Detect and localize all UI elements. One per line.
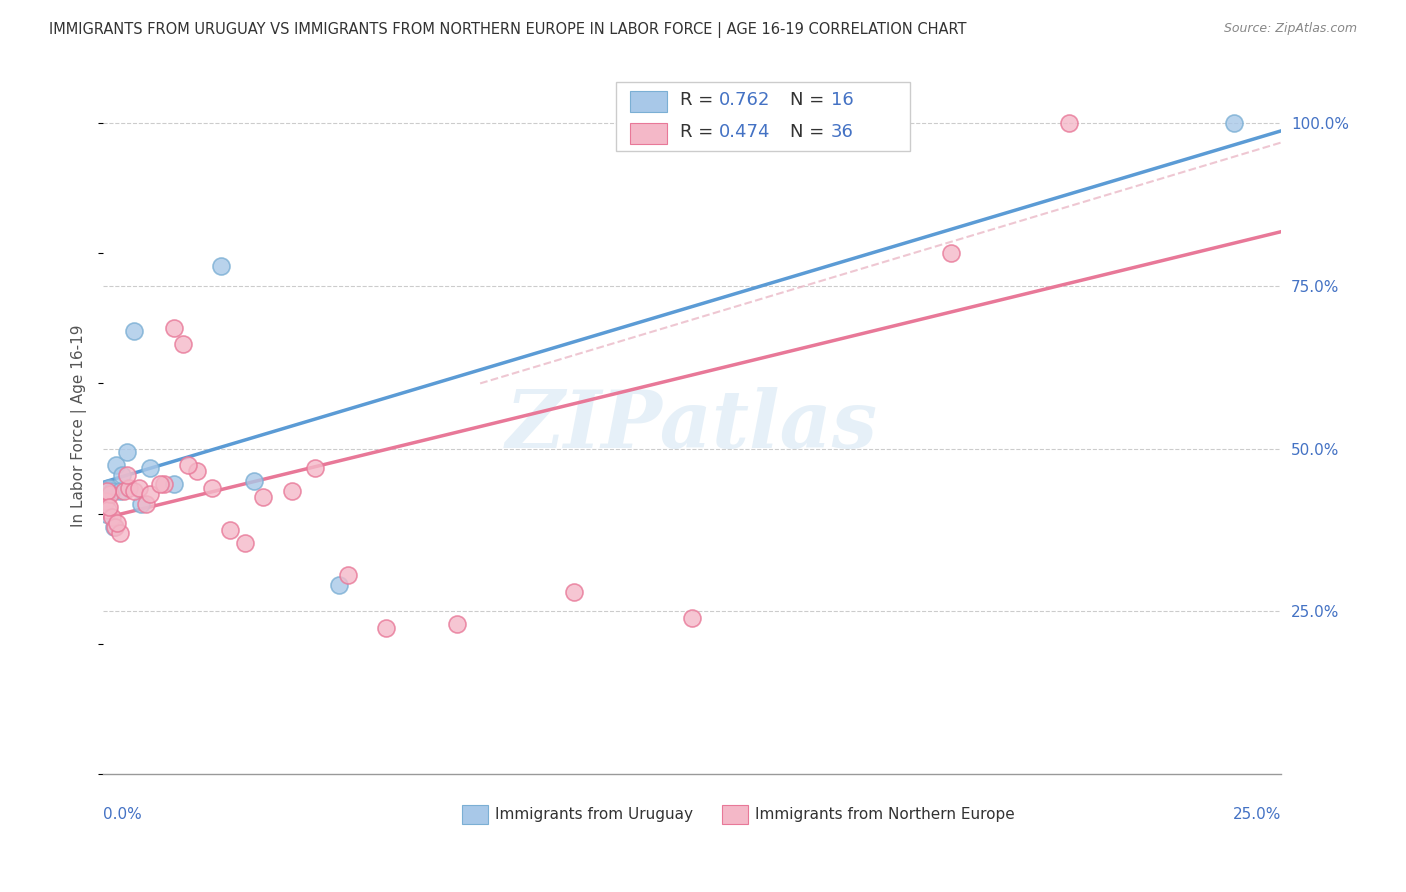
Text: 36: 36 — [831, 123, 853, 142]
Point — [681, 611, 703, 625]
Point — [108, 526, 131, 541]
Point — [108, 483, 131, 498]
Point — [98, 487, 121, 501]
Point — [128, 481, 150, 495]
Text: ZIPatlas: ZIPatlas — [506, 387, 879, 465]
Point — [118, 481, 141, 495]
Point — [564, 584, 586, 599]
Point — [446, 617, 468, 632]
Point — [328, 578, 350, 592]
FancyBboxPatch shape — [721, 805, 748, 824]
Text: Immigrants from Northern Europe: Immigrants from Northern Europe — [755, 807, 1014, 822]
Point — [111, 467, 134, 482]
Text: 0.474: 0.474 — [720, 123, 770, 142]
Point — [100, 483, 122, 498]
Point — [100, 509, 122, 524]
Point — [135, 497, 157, 511]
Point — [115, 444, 138, 458]
Text: IMMIGRANTS FROM URUGUAY VS IMMIGRANTS FROM NORTHERN EUROPE IN LABOR FORCE | AGE : IMMIGRANTS FROM URUGUAY VS IMMIGRANTS FR… — [49, 22, 967, 38]
Point — [153, 477, 176, 491]
Y-axis label: In Labor Force | Age 16-19: In Labor Force | Age 16-19 — [72, 325, 87, 527]
Point — [177, 458, 200, 472]
Point — [115, 467, 138, 482]
Point — [252, 491, 274, 505]
Point — [129, 497, 152, 511]
Point — [337, 568, 360, 582]
Point — [1223, 116, 1246, 130]
Point — [799, 116, 821, 130]
Point — [94, 493, 117, 508]
Point — [139, 487, 162, 501]
Text: 25.0%: 25.0% — [1233, 806, 1281, 822]
Point — [97, 503, 120, 517]
Point — [163, 321, 186, 335]
Text: 16: 16 — [831, 91, 853, 110]
Point — [304, 461, 326, 475]
Point — [1057, 116, 1080, 130]
Point — [163, 477, 186, 491]
Point — [94, 507, 117, 521]
Text: Source: ZipAtlas.com: Source: ZipAtlas.com — [1223, 22, 1357, 36]
Point — [122, 483, 145, 498]
Point — [243, 474, 266, 488]
Point — [374, 621, 396, 635]
FancyBboxPatch shape — [616, 82, 910, 151]
Point — [104, 519, 127, 533]
Point — [941, 246, 963, 260]
Text: 0.762: 0.762 — [720, 91, 770, 110]
Point — [172, 337, 194, 351]
Point — [97, 500, 120, 515]
Point — [186, 464, 208, 478]
FancyBboxPatch shape — [463, 805, 488, 824]
Point — [233, 536, 256, 550]
Point — [103, 519, 125, 533]
Text: 0.0%: 0.0% — [103, 806, 142, 822]
FancyBboxPatch shape — [630, 91, 668, 112]
Point — [139, 461, 162, 475]
FancyBboxPatch shape — [630, 123, 668, 144]
Point — [219, 523, 242, 537]
Text: R =: R = — [681, 91, 714, 110]
Text: N =: N = — [790, 123, 824, 142]
Point — [209, 259, 232, 273]
Point — [200, 481, 222, 495]
Text: R =: R = — [681, 123, 714, 142]
Point — [105, 458, 128, 472]
Point — [96, 483, 118, 498]
Point — [122, 324, 145, 338]
Point — [105, 516, 128, 531]
Text: N =: N = — [790, 91, 824, 110]
Point — [97, 481, 120, 495]
Point — [149, 477, 172, 491]
Point — [280, 483, 302, 498]
Point — [112, 483, 135, 498]
Text: Immigrants from Uruguay: Immigrants from Uruguay — [495, 807, 693, 822]
